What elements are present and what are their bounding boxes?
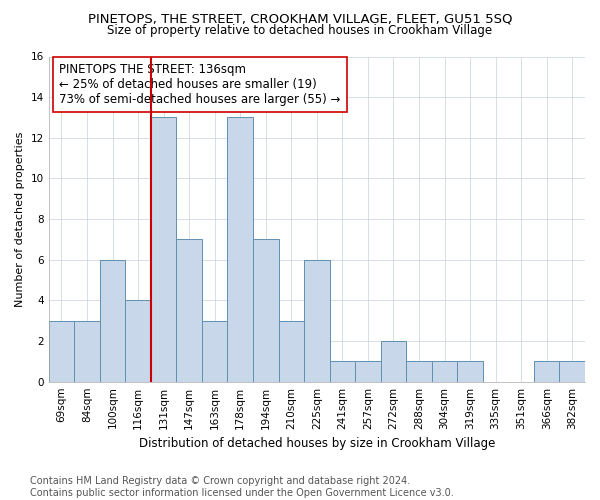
Bar — [457, 362, 483, 382]
Bar — [202, 320, 227, 382]
Bar — [278, 320, 304, 382]
Bar — [74, 320, 100, 382]
Bar — [380, 341, 406, 382]
Text: PINETOPS THE STREET: 136sqm
← 25% of detached houses are smaller (19)
73% of sem: PINETOPS THE STREET: 136sqm ← 25% of det… — [59, 63, 341, 106]
Text: Contains HM Land Registry data © Crown copyright and database right 2024.
Contai: Contains HM Land Registry data © Crown c… — [30, 476, 454, 498]
Bar — [100, 260, 125, 382]
Bar — [559, 362, 585, 382]
Text: Size of property relative to detached houses in Crookham Village: Size of property relative to detached ho… — [107, 24, 493, 37]
Bar — [151, 118, 176, 382]
Bar — [49, 320, 74, 382]
Bar — [227, 118, 253, 382]
Bar — [406, 362, 432, 382]
Bar — [432, 362, 457, 382]
Bar — [329, 362, 355, 382]
Text: PINETOPS, THE STREET, CROOKHAM VILLAGE, FLEET, GU51 5SQ: PINETOPS, THE STREET, CROOKHAM VILLAGE, … — [88, 12, 512, 26]
X-axis label: Distribution of detached houses by size in Crookham Village: Distribution of detached houses by size … — [139, 437, 495, 450]
Bar — [253, 240, 278, 382]
Bar — [125, 300, 151, 382]
Bar — [304, 260, 329, 382]
Bar — [176, 240, 202, 382]
Bar — [355, 362, 380, 382]
Y-axis label: Number of detached properties: Number of detached properties — [15, 132, 25, 307]
Bar — [534, 362, 559, 382]
